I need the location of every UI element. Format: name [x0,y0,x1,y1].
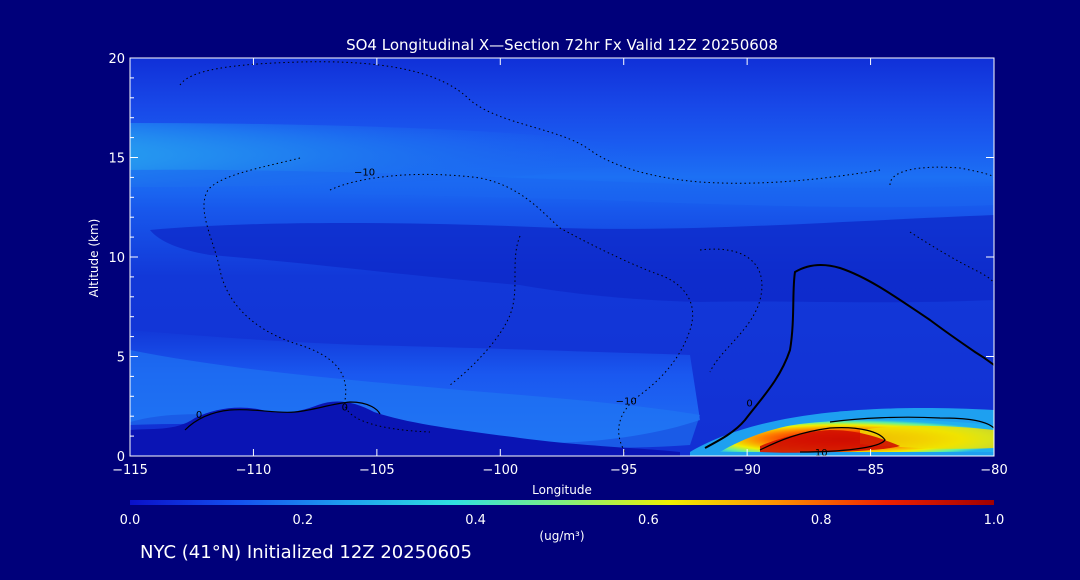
x-tick-label: −105 [359,463,395,478]
x-tick-label: −115 [112,463,148,478]
x-tick-label: −95 [610,463,637,478]
y-tick-label: 5 [117,351,125,366]
y-tick-label: 10 [108,251,125,266]
x-tick-label: −110 [236,463,272,478]
x-tick-label: −80 [980,463,1007,478]
colorbar-tick-label: 1.0 [984,513,1005,528]
colorbar-tick-label: 0.0 [120,513,141,528]
contour-dotted-6 [909,231,994,286]
contour-label: −10 [616,396,637,407]
field-dark-mid [150,215,994,303]
x-tick-label: −90 [733,463,760,478]
colorbar-tick-label: 0.6 [638,513,659,528]
concentration-field [130,58,994,456]
contour-solid-0-east [704,264,994,449]
y-axis: 0 5 10 15 20 [108,52,994,465]
colorbar-tick-label: 0.2 [292,513,313,528]
x-axis: −115 −110 −105 −100 −95 −90 −85 −80 [112,58,1008,478]
colorbar-tick-label: 0.4 [465,513,486,528]
y-tick-label: 15 [108,152,125,167]
contour-dotted-3 [449,235,521,386]
chart-title: SO4 Longitudinal X—Section 72hr Fx Valid… [346,36,778,54]
contour-solid-10-upper [829,416,994,429]
colorbar-unit-label: (ug/m³) [539,529,584,543]
colorbar-tick-label: 0.8 [811,513,832,528]
contour-dotted-5 [889,166,994,186]
contour-label: −10 [354,167,375,178]
footer-init-text: NYC (41°N) Initialized 12Z 20250605 [140,542,472,563]
y-tick-label: 0 [117,450,125,465]
plume-yellow [860,425,994,449]
colorbar [130,500,994,505]
contour-dotted-1 [179,61,881,184]
terrain-region [130,401,680,456]
contour-label: 0 [196,410,202,421]
contour-solid-10 [759,427,886,453]
x-tick-label: −100 [482,463,518,478]
field-band-mid [130,169,994,208]
x-tick-label: −85 [857,463,884,478]
x-axis-label: Longitude [532,483,592,497]
colorbar-ticks: 0.0 0.2 0.4 0.6 0.8 1.0 [120,513,1005,528]
contours [179,61,994,453]
y-tick-label: 20 [108,52,125,67]
contour-dotted-neg10 [329,173,694,453]
contour-labels: −10 0 0 −10 0 10 [196,167,828,459]
contour-solid-0-west [184,401,381,431]
contour-dotted-2 [203,157,431,433]
contour-label: 10 [815,448,828,459]
contour-label: 0 [342,402,348,413]
y-axis-label: Altitude (km) [87,219,101,298]
contour-label: 0 [746,398,752,409]
